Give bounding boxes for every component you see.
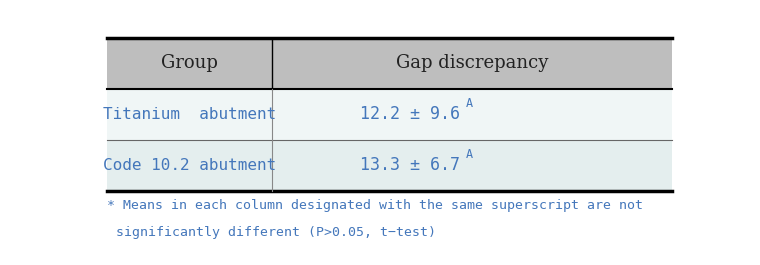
- Text: 13.3 ± 6.7: 13.3 ± 6.7: [360, 156, 461, 174]
- Bar: [106, 89, 672, 140]
- Text: * Means in each column designated with the same superscript are not: * Means in each column designated with t…: [106, 199, 643, 212]
- Text: Titanium  abutment: Titanium abutment: [103, 107, 276, 122]
- Text: A: A: [466, 148, 473, 161]
- Text: significantly different (P>0.05, t−test): significantly different (P>0.05, t−test): [116, 226, 435, 239]
- Text: A: A: [466, 97, 473, 110]
- Bar: [106, 38, 672, 89]
- Text: Group: Group: [161, 54, 217, 72]
- Text: Code 10.2 abutment: Code 10.2 abutment: [103, 158, 276, 173]
- Text: 12.2 ± 9.6: 12.2 ± 9.6: [360, 105, 461, 123]
- Bar: [106, 140, 672, 191]
- Text: Gap discrepancy: Gap discrepancy: [396, 54, 548, 72]
